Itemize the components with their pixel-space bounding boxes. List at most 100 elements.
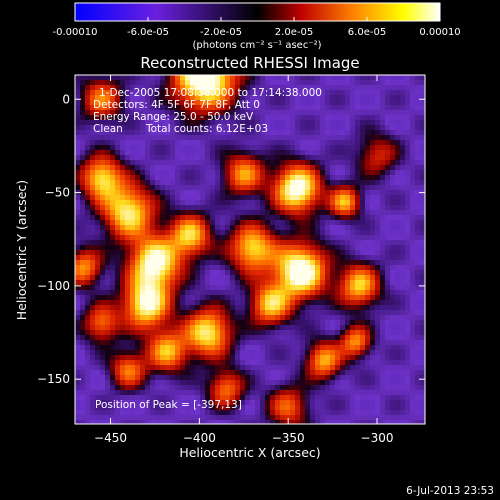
heatmap-cell (270, 220, 276, 226)
heatmap-cell (180, 170, 186, 176)
heatmap-cell (415, 215, 421, 221)
heatmap-cell (170, 140, 176, 146)
heatmap-cell (245, 380, 251, 386)
heatmap-cell (355, 80, 361, 86)
heatmap-cell (165, 160, 171, 166)
heatmap-cell (80, 195, 86, 201)
heatmap-cell (380, 295, 386, 301)
heatmap-cell (420, 175, 425, 181)
heatmap-cell (150, 105, 156, 111)
heatmap-cell (370, 320, 376, 326)
heatmap-cell (170, 345, 176, 351)
heatmap-cell (305, 275, 311, 281)
heatmap-cell (250, 290, 256, 296)
heatmap-cell (80, 250, 86, 256)
heatmap-cell (385, 275, 391, 281)
heatmap-cell (240, 245, 246, 251)
heatmap-cell (370, 145, 376, 151)
heatmap-cell (120, 265, 126, 271)
heatmap-cell (145, 355, 151, 361)
colorbar (74, 2, 441, 22)
heatmap-cell (200, 85, 206, 91)
heatmap-cell (140, 315, 146, 321)
heatmap-cell (85, 210, 91, 216)
heatmap-cell (165, 360, 171, 366)
heatmap-cell (265, 90, 271, 96)
heatmap-cell (385, 380, 391, 386)
heatmap-cell (225, 300, 231, 306)
heatmap-cell (400, 260, 406, 266)
heatmap-cell (75, 350, 81, 356)
heatmap-cell (380, 340, 386, 346)
heatmap-cell (410, 170, 416, 176)
heatmap-cell (255, 145, 261, 151)
heatmap-cell (130, 175, 136, 181)
heatmap-cell (370, 275, 376, 281)
heatmap-cell (405, 190, 411, 196)
heatmap-cell (155, 405, 161, 411)
heatmap-cell (105, 150, 111, 156)
heatmap-cell (340, 155, 346, 161)
heatmap-cell (80, 415, 86, 421)
heatmap-cell (90, 315, 96, 321)
heatmap-cell (410, 355, 416, 361)
heatmap-cell (140, 320, 146, 326)
heatmap-cell (150, 295, 156, 301)
heatmap-cell (280, 380, 286, 386)
heatmap-cell (355, 360, 361, 366)
heatmap-cell (170, 105, 176, 111)
heatmap-cell (300, 240, 306, 246)
heatmap-cell (175, 280, 181, 286)
heatmap-cell (370, 185, 376, 191)
heatmap-cell (380, 315, 386, 321)
heatmap-cell (220, 395, 226, 401)
heatmap-cell (300, 125, 306, 131)
heatmap-cell (410, 320, 416, 326)
heatmap-cell (415, 260, 421, 266)
heatmap-cell (150, 355, 156, 361)
heatmap-cell (310, 85, 316, 91)
heatmap-cell (375, 175, 381, 181)
heatmap-cell (90, 125, 96, 131)
heatmap-cell (405, 250, 411, 256)
heatmap-cell (310, 110, 316, 116)
heatmap-cell (240, 105, 246, 111)
heatmap-cell (135, 235, 141, 241)
heatmap-cell (150, 100, 156, 106)
heatmap-cell (100, 165, 106, 171)
heatmap-cell (160, 365, 166, 371)
heatmap-cell (170, 365, 176, 371)
heatmap-cell (120, 175, 126, 181)
heatmap-cell (340, 135, 346, 141)
heatmap-cell (215, 310, 221, 316)
heatmap-cell (405, 255, 411, 261)
x-tick-label: −300 (361, 431, 394, 445)
heatmap-cell (320, 120, 326, 126)
heatmap-cell (315, 130, 321, 136)
heatmap-cell (400, 330, 406, 336)
heatmap-cell (350, 420, 356, 424)
heatmap-cell (115, 170, 121, 176)
heatmap-cell (315, 75, 321, 81)
heatmap-cell (160, 125, 166, 131)
heatmap-cell (185, 100, 191, 106)
heatmap-cell (115, 110, 121, 116)
heatmap-cell (375, 360, 381, 366)
heatmap-cell (100, 350, 106, 356)
heatmap-cell (415, 150, 421, 156)
heatmap-cell (230, 220, 236, 226)
heatmap-cell (120, 295, 126, 301)
heatmap-cell (140, 100, 146, 106)
heatmap-cell (135, 190, 141, 196)
heatmap-cell (160, 100, 166, 106)
heatmap-cell (165, 420, 171, 424)
heatmap-cell (100, 295, 106, 301)
heatmap-cell (375, 125, 381, 131)
image-annotations: 1-Dec-2005 17:08:38.000 to 17:14:38.000 … (93, 87, 322, 411)
heatmap-cell (355, 260, 361, 266)
heatmap-cell (270, 255, 276, 261)
heatmap-cell (230, 75, 236, 81)
heatmap-cell (100, 395, 106, 401)
heatmap-cell (120, 270, 126, 276)
heatmap-cell (220, 385, 226, 391)
